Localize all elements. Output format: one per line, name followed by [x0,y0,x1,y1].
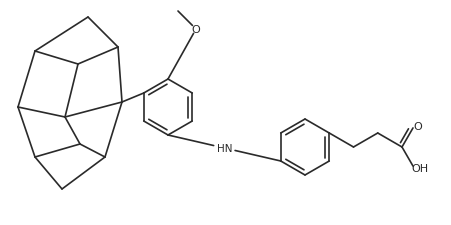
Text: O: O [191,25,200,35]
Text: OH: OH [410,163,428,173]
Text: HN: HN [216,143,232,153]
Text: O: O [413,122,421,131]
